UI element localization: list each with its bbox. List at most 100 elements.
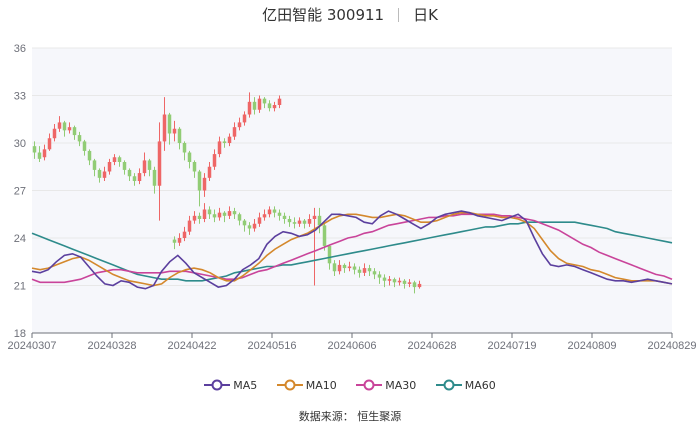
candle-body	[277, 212, 282, 216]
candle-body	[257, 217, 262, 224]
candle-body	[227, 136, 232, 143]
legend-item-ma5[interactable]: MA5	[204, 378, 257, 392]
candle-body	[207, 166, 212, 178]
candle-body	[212, 214, 217, 218]
line-ma30	[31, 213, 673, 284]
candle-body	[347, 266, 352, 269]
legend-item-ma10[interactable]: MA10	[276, 378, 337, 392]
candle-body	[147, 160, 152, 170]
candle-body	[77, 135, 82, 142]
candle-body	[302, 220, 307, 224]
candle-body	[242, 114, 247, 123]
candle-body	[262, 214, 267, 218]
candle-body	[352, 266, 357, 270]
legend-marker-ma5	[204, 379, 231, 391]
legend-label-ma30: MA30	[385, 378, 417, 392]
candle-body	[142, 160, 147, 174]
title-separator	[398, 8, 400, 22]
candle-body	[357, 269, 362, 273]
candle-body	[252, 101, 257, 110]
candle-body	[397, 280, 402, 283]
legend-marker-ma30	[356, 379, 383, 391]
candle-body	[237, 214, 242, 221]
candle-body	[217, 141, 222, 155]
chart-title-row: 亿田智能 300911 日K	[0, 4, 700, 25]
chart-legend: MA5 MA10 MA30 MA60	[0, 378, 700, 392]
y-tick-label: 33	[14, 91, 26, 103]
candle-body	[317, 215, 322, 226]
candle-body	[67, 127, 72, 131]
candle-body	[117, 157, 122, 162]
candle-body	[327, 245, 332, 264]
candle-body	[372, 271, 377, 275]
legend-item-ma30[interactable]: MA30	[356, 378, 416, 392]
candle-body	[257, 98, 262, 110]
x-tick-label: 20240809	[568, 340, 617, 352]
legend-marker-ma10	[276, 379, 303, 391]
candle-body	[107, 162, 112, 172]
candle-body	[282, 215, 287, 219]
candle-body	[247, 101, 252, 115]
candle-body	[362, 268, 367, 273]
candle-body	[232, 211, 237, 215]
candle-body	[217, 212, 222, 218]
legend-label-ma5: MA5	[233, 378, 258, 392]
candle-body	[287, 219, 292, 223]
candle-body	[297, 220, 302, 224]
candle-body	[122, 162, 127, 170]
candle-body	[222, 141, 227, 143]
legend-marker-ma60	[435, 379, 462, 391]
candle-body	[157, 141, 162, 186]
candle-body	[132, 176, 137, 181]
candle-body	[242, 220, 247, 226]
candle-body	[187, 220, 192, 232]
candle-body	[392, 279, 397, 283]
candle-body	[82, 141, 87, 151]
candle-body	[152, 169, 157, 186]
y-tick-label: 24	[14, 233, 26, 245]
candle-body	[387, 279, 392, 281]
candle-body	[367, 268, 372, 272]
candle-body	[37, 152, 42, 159]
candle-body	[197, 171, 202, 191]
candle-body	[212, 154, 217, 167]
y-tick-label: 30	[14, 138, 26, 150]
candle-body	[267, 103, 272, 109]
candle-body	[407, 282, 412, 284]
legend-label-ma60: MA60	[464, 378, 496, 392]
candle-body	[202, 209, 207, 219]
candle-body	[247, 225, 252, 229]
candle-body	[222, 212, 227, 216]
candle-body	[177, 128, 182, 143]
candle-body	[162, 114, 167, 142]
line-ma60	[31, 221, 673, 282]
candle-body	[267, 209, 272, 215]
candle-body	[42, 149, 47, 158]
candle-body	[307, 219, 312, 224]
candle-body	[32, 146, 37, 153]
candle-body	[57, 122, 62, 129]
candle-body	[412, 282, 417, 288]
x-tick-label: 20240606	[328, 340, 377, 352]
candle-body	[342, 264, 347, 269]
candle-body	[182, 143, 187, 153]
data-source-note: 数据来源： 恒生聚源	[298, 410, 402, 423]
candle-body	[197, 215, 202, 219]
candle-body	[337, 264, 342, 272]
candle-body	[192, 162, 197, 172]
candle-body	[72, 127, 77, 136]
candle-body	[402, 280, 407, 284]
candle-body	[252, 223, 257, 229]
candle-body	[167, 114, 172, 134]
y-tick-label: 18	[14, 328, 26, 340]
line-ma10	[31, 211, 673, 287]
candle-body	[187, 152, 192, 162]
candle-body	[377, 274, 382, 278]
legend-item-ma60[interactable]: MA60	[435, 378, 496, 392]
candle-body	[232, 127, 237, 137]
candle-body	[112, 157, 117, 162]
x-tick-label: 20240516	[248, 340, 297, 352]
candle-body	[92, 160, 97, 170]
candle-body	[87, 150, 92, 161]
